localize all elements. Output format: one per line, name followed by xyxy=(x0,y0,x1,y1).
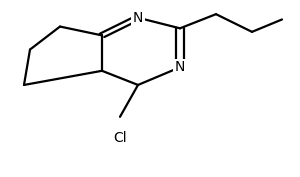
Text: N: N xyxy=(175,60,185,74)
Text: N: N xyxy=(133,11,143,25)
Text: Cl: Cl xyxy=(113,131,127,145)
